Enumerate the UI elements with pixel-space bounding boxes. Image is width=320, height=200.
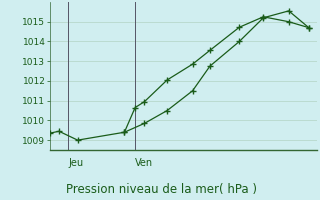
Text: Jeu: Jeu <box>68 158 84 168</box>
Text: Pression niveau de la mer( hPa ): Pression niveau de la mer( hPa ) <box>66 183 257 196</box>
Text: Ven: Ven <box>135 158 153 168</box>
